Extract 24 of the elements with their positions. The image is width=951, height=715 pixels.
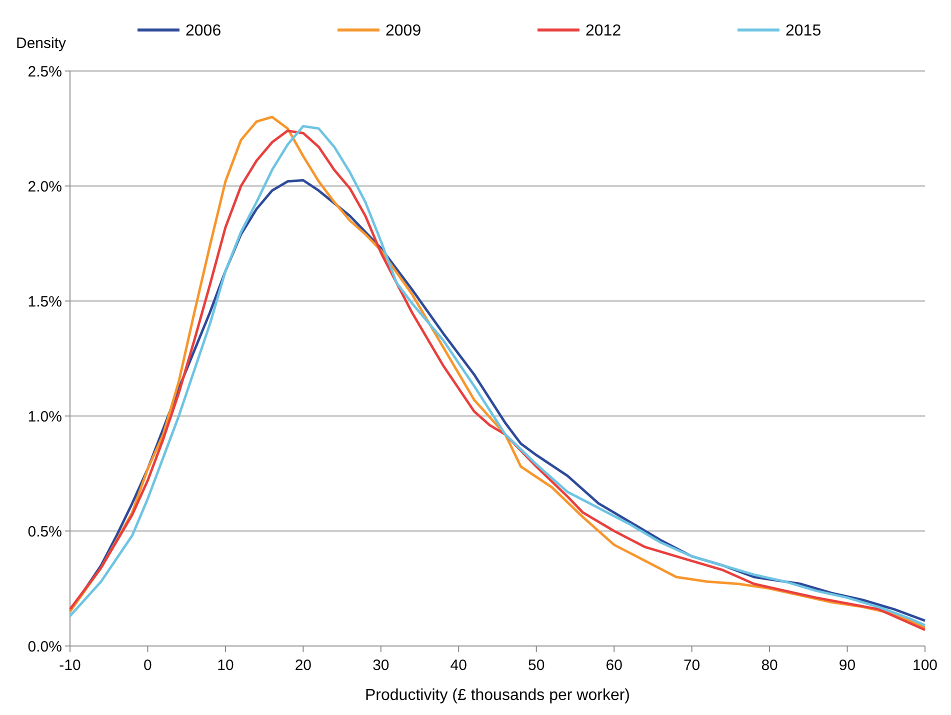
x-tick-label: 30 (372, 657, 390, 674)
x-tick-label: 10 (217, 657, 234, 674)
y-tick-label: 1.0% (28, 408, 62, 426)
x-tick-label: 100 (912, 657, 938, 674)
x-axis-title: Productivity (£ thousands per worker) (365, 687, 630, 704)
x-tick-label: 90 (838, 657, 856, 674)
y-tick-label: 2.5% (28, 63, 62, 80)
x-tick-label: 50 (528, 657, 545, 674)
legend-label: 2009 (386, 22, 422, 40)
x-tick-label: 40 (450, 657, 467, 674)
legend-label: 2006 (186, 22, 222, 40)
y-tick-label: 2.0% (28, 178, 62, 196)
x-tick-label: -10 (59, 657, 81, 674)
x-tick-label: 60 (606, 657, 622, 674)
x-tick-label: 0 (144, 657, 152, 674)
x-tick-label: 80 (761, 657, 778, 674)
x-tick-label: 20 (294, 657, 312, 674)
y-axis-title: Density (16, 35, 67, 52)
y-tick-label: 1.5% (28, 293, 62, 310)
legend-label: 2015 (786, 22, 822, 40)
y-tick-label: 0.5% (28, 523, 62, 540)
legend-label: 2012 (586, 22, 622, 40)
x-tick-label: 70 (683, 657, 700, 674)
y-tick-label: 0.0% (28, 638, 62, 656)
